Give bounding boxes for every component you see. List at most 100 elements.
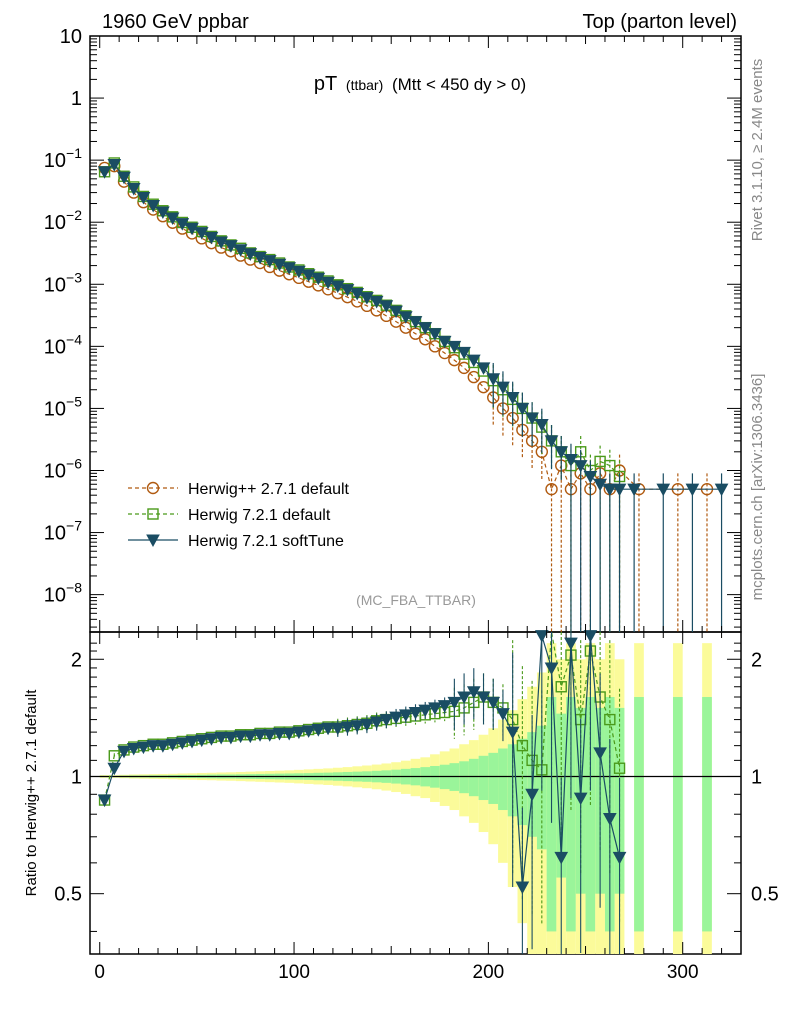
main-series-line (104, 165, 707, 492)
main-point (369, 295, 384, 309)
ratio-point (360, 718, 374, 732)
main-point (389, 305, 403, 319)
band-inner-bin (459, 761, 469, 794)
ratio-point (573, 792, 588, 806)
ratio-point (554, 851, 569, 865)
ratio-point (593, 747, 607, 760)
main-point (466, 354, 481, 368)
ratio-point (437, 700, 452, 713)
main-point (418, 322, 433, 335)
ratio-point (194, 734, 209, 748)
ratio-point (311, 724, 326, 737)
ratio-series-layer (97, 630, 627, 954)
main-point (233, 244, 248, 257)
band-inner-bin (585, 697, 596, 932)
ratio-ylabel: Ratio to Herwig++ 2.7.1 default (23, 689, 40, 897)
y-tick-label-exponent: −6 (66, 455, 82, 471)
y-tick-label-base: 10 (44, 150, 66, 172)
main-point (714, 483, 729, 497)
ratio-point (233, 730, 248, 744)
main-point (656, 483, 671, 497)
main-point (534, 419, 549, 432)
ratio-point (408, 706, 423, 720)
ratio-point (117, 745, 131, 759)
band-inner-bin (478, 755, 489, 801)
ratio-point (398, 709, 413, 722)
ratio-panel-frame (89, 631, 742, 955)
ratio-point (243, 730, 258, 744)
main-point (505, 391, 520, 405)
legend-label: Herwig++ 2.7.1 default (188, 481, 350, 498)
main-point (496, 381, 510, 395)
main-point (447, 340, 462, 354)
main-point (243, 248, 258, 261)
main-point (419, 333, 432, 346)
ratio-point (486, 696, 501, 710)
y-tick-label-exponent: −2 (66, 207, 82, 223)
ratio-point (369, 716, 384, 730)
ratio-point (204, 733, 219, 746)
band-inner-bin (566, 697, 576, 932)
ratio-point (534, 630, 549, 643)
ratio-point (330, 722, 345, 736)
main-point (486, 373, 501, 386)
y-tick-label-exponent: −4 (66, 331, 82, 347)
main-point (544, 435, 559, 448)
legend: Herwig++ 2.7.1 default Herwig 7.2.1 defau… (128, 481, 350, 550)
ratio-point (428, 702, 442, 715)
y-tick-label: 10−4 (44, 331, 82, 358)
ratio-point (253, 729, 267, 742)
main-point (224, 240, 238, 253)
main-point (204, 231, 219, 245)
ratio-point (97, 794, 112, 808)
y-tick-label-base: 10 (44, 523, 66, 545)
main-point (165, 212, 180, 226)
y-tick-label-exponent: −8 (66, 580, 82, 596)
ratio-point (418, 704, 433, 718)
main-point (408, 316, 423, 329)
x-tick-label: 0 (94, 962, 105, 983)
header-right: Top (parton level) (582, 11, 737, 33)
y-tick-label-base: 10 (44, 336, 66, 358)
y-tick-label: 10−3 (44, 269, 82, 296)
x-tick-label: 200 (473, 962, 505, 983)
y-tick-label: 10−5 (44, 393, 82, 420)
main-title-rest: (Mtt < 450 dy > 0) (392, 75, 526, 94)
main-point (457, 346, 471, 360)
ratio-point (496, 708, 510, 721)
main-point (554, 446, 569, 459)
band-inner-bin (672, 697, 683, 932)
ratio-point (583, 630, 598, 643)
ratio-point (544, 662, 559, 675)
main-point (330, 280, 345, 293)
ratio-point (165, 738, 180, 752)
ratio-point (214, 731, 229, 745)
main-point (107, 159, 122, 172)
main-point (428, 340, 442, 353)
main-title-small: (ttbar) (346, 77, 383, 93)
y-tick-label-base: 10 (44, 212, 66, 234)
ratio-point (107, 762, 122, 776)
main-point (214, 236, 229, 250)
main-point (126, 182, 141, 196)
ratio-point (389, 711, 403, 725)
ratio-point (156, 740, 170, 753)
ratio-y-tick-label-left: 2 (71, 649, 82, 671)
ratio-point (515, 881, 530, 895)
main-point (379, 300, 394, 313)
band-inner-bin (702, 697, 712, 932)
ratio-point (476, 691, 491, 705)
main-series-3 (97, 159, 729, 632)
legend-marker (147, 508, 159, 520)
band-inner-bin (468, 758, 479, 797)
main-point (685, 483, 700, 497)
ratio-point (175, 737, 190, 750)
ratio-point (292, 726, 306, 740)
legend-marker (146, 481, 160, 495)
main-point (477, 380, 490, 394)
y-tick-label-exponent: −5 (66, 393, 82, 409)
legend-marker (146, 534, 160, 548)
ratio-point (564, 637, 578, 651)
main-point (360, 292, 374, 305)
main-point (282, 262, 297, 275)
